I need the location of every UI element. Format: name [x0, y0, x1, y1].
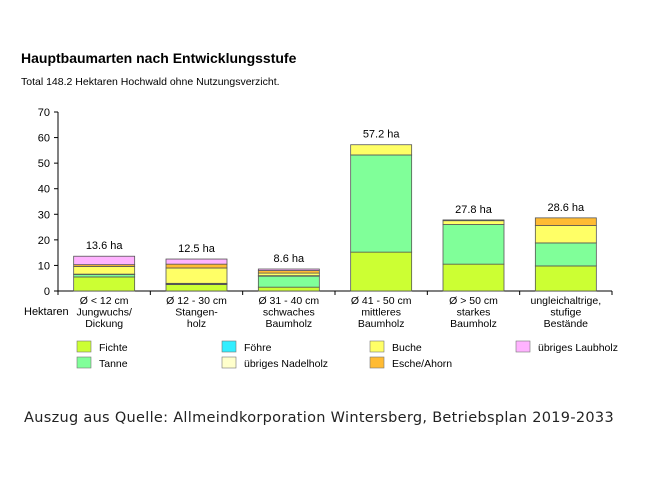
bar-segment — [534, 225, 597, 244]
bar-segment — [350, 144, 413, 156]
bar-segment — [442, 219, 505, 222]
x-tick-label: Baumholz — [450, 318, 497, 330]
chart-bars — [73, 144, 597, 292]
bar-segment — [73, 255, 136, 266]
y-tick-label: 0 — [44, 286, 50, 298]
legend-label: übriges Nadelholz — [244, 358, 328, 370]
bar-total-label: 57.2 ha — [363, 129, 401, 141]
y-tick-label: 50 — [38, 158, 50, 170]
source-caption: Auszug aus Quelle: Allmeindkorporation W… — [24, 410, 614, 426]
legend-label: Tanne — [99, 358, 128, 370]
x-tick-label: starkes — [457, 307, 491, 319]
bar-segment — [165, 267, 228, 284]
bar-segment — [534, 242, 597, 267]
bar-segment — [350, 154, 413, 253]
bar-total-label: 27.8 ha — [455, 204, 493, 216]
chart-legend: Fichte Tanne Föhre übriges Nadelholz Buche Es… — [76, 340, 618, 370]
bar-segment — [442, 263, 505, 292]
y-axis-label: Hektaren — [24, 306, 69, 318]
y-tick-label: 40 — [38, 184, 50, 196]
y-tick-label: 30 — [38, 209, 50, 221]
bar-segment — [165, 263, 228, 269]
legend-swatch — [515, 340, 531, 353]
bar-total-label: 8.6 ha — [274, 253, 305, 265]
x-tick-label: Jungwuchs/ — [76, 307, 132, 319]
bar-segment — [165, 284, 228, 292]
legend-label: Buche — [392, 342, 422, 354]
legend-swatch — [221, 340, 237, 353]
chart-title: Hauptbaumarten nach Entwicklungsstufe — [21, 50, 297, 66]
bar-segment — [73, 266, 136, 275]
bar-segment — [257, 275, 320, 288]
x-tick-label: Dickung — [85, 318, 123, 330]
legend-swatch — [76, 356, 92, 369]
legend-label: Esche/Ahorn — [392, 358, 452, 370]
bar-total-label: 13.6 ha — [86, 240, 124, 252]
x-tick-label: Ø 31 - 40 cm — [258, 295, 319, 307]
legend-swatch — [369, 340, 385, 353]
bar-total-label: 28.6 ha — [547, 202, 585, 214]
bar-segment — [534, 217, 597, 226]
chart-subtitle: Total 148.2 Hektaren Hochwald ohne Nutzu… — [21, 76, 280, 88]
x-tick-label: Bestände — [544, 318, 589, 330]
bar-segment — [442, 220, 505, 225]
x-tick-label: Baumholz — [265, 318, 312, 330]
x-tick-label: Stangen- — [175, 307, 218, 319]
legend-swatch — [221, 356, 237, 369]
stacked-bar-chart: 0 10 20 30 40 50 60 70 Hektaren 13.6 ha Ø < 12 cm… — [24, 107, 618, 370]
y-tick-label: 60 — [38, 133, 50, 145]
chart-axes: 0 10 20 30 40 50 60 70 Hektaren — [24, 107, 613, 318]
x-tick-label: stufige — [550, 307, 581, 319]
bar-segment — [350, 251, 413, 292]
x-tick-label: Ø 12 - 30 cm — [166, 295, 227, 307]
x-tick-label: ungleichaltrige, — [531, 295, 602, 307]
legend-label: übriges Laubholz — [538, 342, 618, 354]
x-tick-label: Baumholz — [358, 318, 405, 330]
bar-segment — [257, 268, 320, 271]
x-tick-label: schwaches — [263, 307, 315, 319]
x-tick-label: Ø > 50 cm — [449, 295, 498, 307]
x-tick-label: Ø < 12 cm — [80, 295, 129, 307]
legend-label: Fichte — [99, 342, 128, 354]
bar-segment — [534, 265, 597, 292]
bar-segment — [442, 224, 505, 265]
y-tick-label: 70 — [38, 107, 50, 119]
bar-segment — [257, 286, 320, 292]
legend-swatch — [369, 356, 385, 369]
x-tick-label: mittleres — [361, 307, 401, 319]
legend-swatch — [76, 340, 92, 353]
y-tick-label: 10 — [38, 260, 50, 272]
x-tick-label: Ø 41 - 50 cm — [351, 295, 412, 307]
legend-label: Föhre — [244, 342, 272, 354]
bar-total-label: 12.5 ha — [178, 243, 216, 255]
x-tick-label: holz — [187, 318, 206, 330]
bar-segment — [73, 276, 136, 292]
bar-segment — [165, 258, 228, 265]
y-tick-label: 20 — [38, 235, 50, 247]
